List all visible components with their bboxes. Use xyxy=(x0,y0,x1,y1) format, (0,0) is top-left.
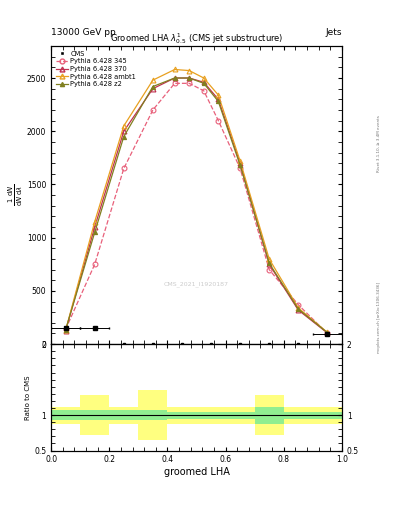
Title: Groomed LHA $\lambda^{1}_{0.5}$ (CMS jet substructure): Groomed LHA $\lambda^{1}_{0.5}$ (CMS jet… xyxy=(110,31,283,46)
Y-axis label: Ratio to CMS: Ratio to CMS xyxy=(25,375,31,420)
Y-axis label: $\frac{1}{\mathrm{d}N}\frac{\mathrm{d}N}{\mathrm{d}\lambda}$: $\frac{1}{\mathrm{d}N}\frac{\mathrm{d}N}… xyxy=(7,184,26,206)
Text: Jets: Jets xyxy=(325,28,342,37)
Legend: CMS, Pythia 6.428 345, Pythia 6.428 370, Pythia 6.428 ambt1, Pythia 6.428 z2: CMS, Pythia 6.428 345, Pythia 6.428 370,… xyxy=(54,50,138,89)
Text: CMS_2021_I1920187: CMS_2021_I1920187 xyxy=(164,282,229,287)
X-axis label: groomed LHA: groomed LHA xyxy=(163,467,230,477)
Text: Rivet 3.1.10, ≥ 3.4M events: Rivet 3.1.10, ≥ 3.4M events xyxy=(377,115,381,172)
Text: mcplots.cern.ch [arXiv:1306.3436]: mcplots.cern.ch [arXiv:1306.3436] xyxy=(377,282,381,353)
Text: 13000 GeV pp: 13000 GeV pp xyxy=(51,28,116,37)
